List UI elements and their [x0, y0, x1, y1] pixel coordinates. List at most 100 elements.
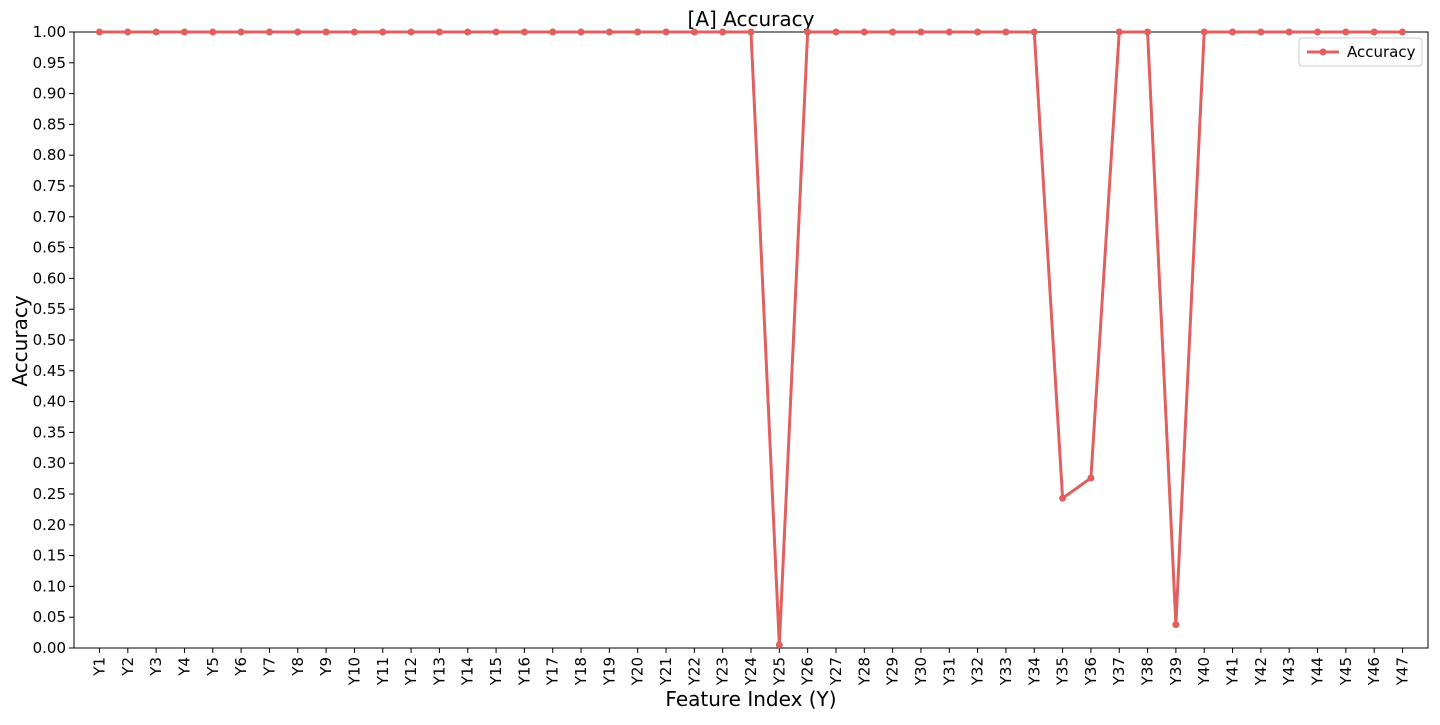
data-point: [180, 28, 188, 36]
y-tick-label: 0.75: [33, 177, 66, 195]
data-point: [435, 28, 443, 36]
x-tick-label: Y19: [600, 657, 618, 686]
data-point: [804, 28, 812, 36]
x-tick-label: Y3: [147, 657, 165, 677]
y-tick-label: 0.85: [33, 115, 66, 133]
data-point: [1257, 28, 1265, 36]
x-tick-label: Y14: [459, 657, 477, 686]
data-point: [124, 28, 132, 36]
data-point: [322, 28, 330, 36]
data-point: [917, 28, 925, 36]
x-tick-label: Y45: [1337, 657, 1355, 686]
x-tick-label: Y12: [402, 657, 420, 686]
legend-label-accuracy: Accuracy: [1347, 43, 1416, 61]
data-point: [350, 28, 358, 36]
y-tick-label: 0.20: [33, 516, 66, 534]
data-point: [1030, 28, 1038, 36]
x-tick-label: Y1: [90, 657, 108, 677]
x-tick-label: Y6: [232, 657, 250, 677]
x-tick-label: Y28: [855, 657, 873, 686]
data-point: [747, 28, 755, 36]
data-point: [1314, 28, 1322, 36]
data-point: [209, 28, 217, 36]
y-tick-label: 0.95: [33, 54, 66, 72]
x-tick-label: Y16: [515, 657, 533, 686]
y-tick-label: 0.25: [33, 485, 66, 503]
data-point: [1399, 28, 1407, 36]
y-tick-label: 0.10: [33, 577, 66, 595]
data-point: [379, 28, 387, 36]
data-point: [889, 28, 897, 36]
data-point: [464, 28, 472, 36]
data-point: [945, 28, 953, 36]
x-axis-title: Feature Index (Y): [665, 687, 836, 711]
x-tick-label: Y35: [1054, 657, 1072, 686]
data-point: [294, 28, 302, 36]
x-tick-label: Y32: [969, 657, 987, 686]
data-point: [1115, 28, 1123, 36]
y-tick-label: 0.50: [33, 331, 66, 349]
data-point: [407, 28, 415, 36]
data-point: [1285, 28, 1293, 36]
data-point: [832, 28, 840, 36]
y-axis-title: Accuracy: [8, 295, 32, 386]
x-tick-label: Y10: [345, 657, 363, 686]
x-tick-label: Y31: [940, 657, 958, 686]
data-point: [265, 28, 273, 36]
data-point: [1172, 621, 1180, 629]
x-tick-label: Y33: [997, 657, 1015, 686]
legend-marker: [1319, 48, 1327, 56]
x-tick-label: Y43: [1280, 657, 1298, 686]
x-tick-label: Y8: [289, 657, 307, 677]
data-point: [662, 28, 670, 36]
y-tick-label: 0.65: [33, 239, 66, 257]
chart-title: [A] Accuracy: [688, 7, 815, 31]
legend-box: [1298, 37, 1423, 67]
y-tick-label: 0.15: [33, 547, 66, 565]
x-tick-label: Y42: [1252, 657, 1270, 686]
x-tick-label: Y30: [912, 657, 930, 686]
x-tick-label: Y4: [175, 657, 193, 677]
x-tick-label: Y5: [204, 657, 222, 677]
x-tick-label: Y36: [1082, 657, 1100, 686]
data-point: [549, 28, 557, 36]
data-point: [237, 28, 245, 36]
x-tick-label: Y7: [260, 657, 278, 677]
x-tick-label: Y47: [1394, 657, 1412, 686]
x-tick-label: Y9: [317, 657, 335, 677]
y-tick-label: 0.35: [33, 423, 66, 441]
x-tick-label: Y2: [119, 657, 137, 677]
data-point: [1002, 28, 1010, 36]
data-point: [974, 28, 982, 36]
data-point: [1200, 28, 1208, 36]
x-tick-label: Y17: [544, 657, 562, 686]
x-tick-label: Y18: [572, 657, 590, 686]
x-tick-label: Y41: [1224, 657, 1242, 686]
data-point: [577, 28, 585, 36]
y-tick-label: 0.30: [33, 454, 66, 472]
data-point: [1087, 474, 1095, 482]
x-tick-label: Y38: [1139, 657, 1157, 686]
y-tick-label: 1.00: [33, 23, 66, 41]
x-tick-label: Y39: [1167, 657, 1185, 686]
y-tick-label: 0.45: [33, 362, 66, 380]
x-tick-label: Y24: [742, 657, 760, 686]
x-tick-label: Y13: [430, 657, 448, 686]
data-point: [1144, 28, 1152, 36]
y-tick-label: 0.80: [33, 146, 66, 164]
x-tick-label: Y15: [487, 657, 505, 686]
data-point: [719, 28, 727, 36]
data-point: [690, 28, 698, 36]
y-tick-label: 0.70: [33, 208, 66, 226]
x-tick-label: Y44: [1309, 657, 1327, 686]
data-point: [1229, 28, 1237, 36]
data-point: [492, 28, 500, 36]
y-tick-label: 0.40: [33, 393, 66, 411]
x-tick-label: Y20: [629, 657, 647, 686]
x-tick-label: Y21: [657, 657, 675, 686]
x-tick-label: Y34: [1025, 657, 1043, 686]
x-tick-label: Y25: [770, 657, 788, 686]
x-tick-label: Y11: [374, 657, 392, 686]
x-tick-label: Y37: [1110, 657, 1128, 686]
